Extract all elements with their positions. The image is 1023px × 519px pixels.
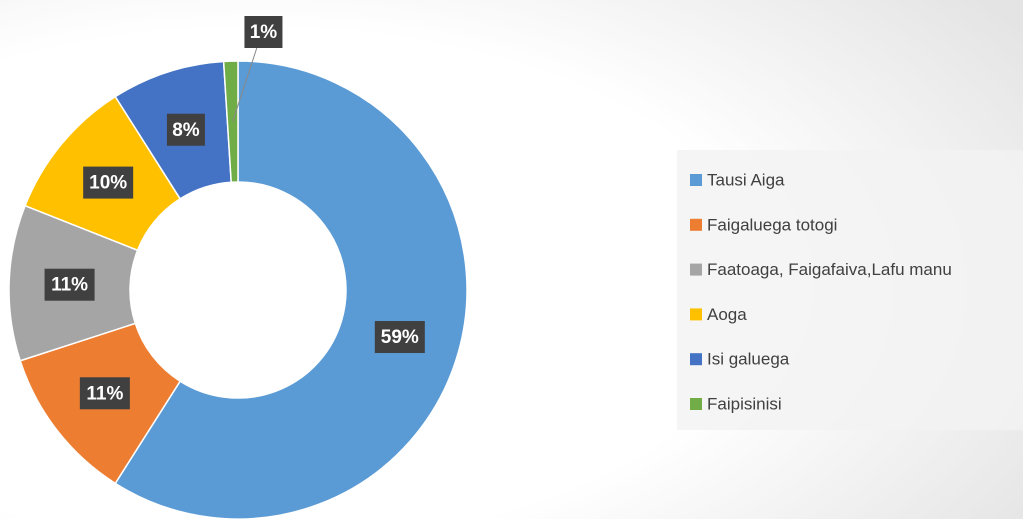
legend-panel (677, 150, 1023, 430)
legend-label: Faigaluega totogi (707, 215, 837, 234)
legend-label: Tausi Aiga (707, 170, 785, 189)
data-label-box (244, 16, 283, 48)
legend-swatch (690, 308, 702, 321)
data-label: 11% (86, 383, 123, 404)
legend-label: Faatoaga, Faigafaiva,Lafu manu (707, 260, 952, 279)
data-label: 59% (381, 327, 419, 348)
data-label-box (44, 268, 95, 301)
legend-swatch (690, 398, 702, 410)
legend-swatch (690, 218, 702, 231)
legend-label: Isi galuega (707, 350, 790, 369)
data-label: 11% (51, 275, 88, 296)
data-label-box (166, 113, 205, 146)
donut-segment (222, 60, 239, 184)
data-label: 1% (250, 22, 278, 43)
data-label: 10% (89, 173, 127, 194)
legend-label: Aoga (707, 305, 747, 324)
legend-swatch (690, 263, 702, 276)
leader-line (232, 45, 258, 122)
legend-swatch (690, 174, 702, 186)
data-label-box (79, 377, 130, 410)
data-label-box (374, 321, 425, 354)
donut-segment (114, 60, 468, 519)
data-label: 8% (172, 120, 200, 141)
legend-label: Faipisinisi (707, 394, 782, 413)
legend-swatch (690, 353, 702, 366)
data-label-box (83, 166, 134, 199)
